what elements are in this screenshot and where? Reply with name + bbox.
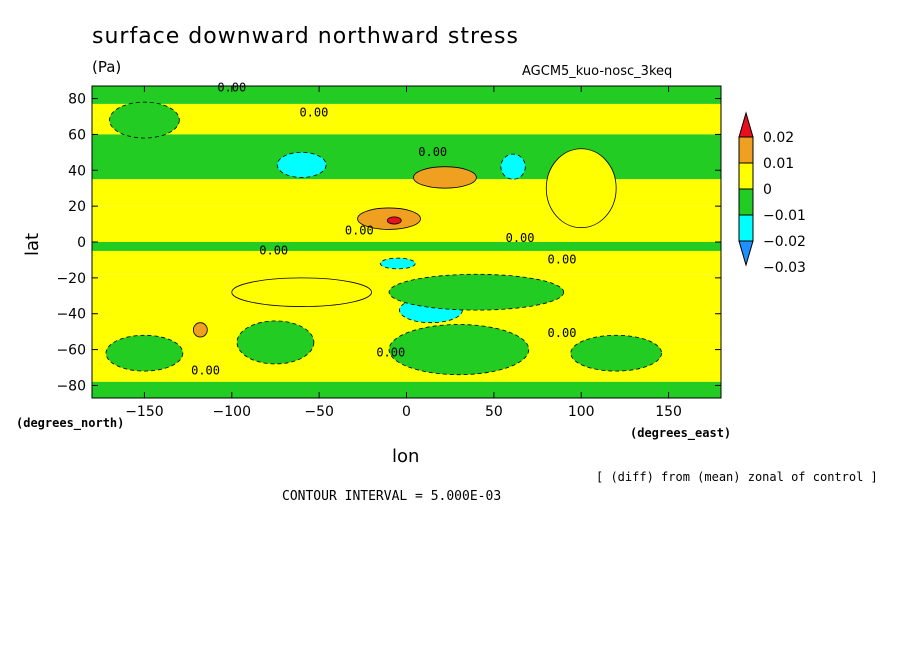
x-tick-label: 0 <box>402 404 411 420</box>
colorbar-segment <box>738 162 754 190</box>
contour-label-9: 0.00 <box>548 326 577 340</box>
contour-region-14 <box>388 273 565 311</box>
y-tick-label: 60 <box>68 127 86 143</box>
chart-title: surface downward northward stress <box>92 24 519 49</box>
contour-label-7: 0.00 <box>191 364 220 378</box>
dataset-label: AGCM5_kuo-nosc_3keq <box>522 64 673 79</box>
x-tick-label: 150 <box>655 404 682 420</box>
y-tick-label: −20 <box>56 271 86 287</box>
colorbar-bottom-arrow <box>738 240 754 267</box>
y-tick-label: 20 <box>68 199 86 215</box>
colorbar-label: −0.02 <box>763 234 806 250</box>
fill-band-9 <box>92 381 721 398</box>
contour-label-4: 0.00 <box>259 243 288 257</box>
x-tick-label: −150 <box>125 404 163 420</box>
contour-region-13 <box>105 334 184 372</box>
contour-region-10 <box>236 320 315 365</box>
contour-region-7 <box>192 322 208 338</box>
contour-region-11 <box>388 324 530 376</box>
colorbar-label: −0.03 <box>763 260 806 276</box>
colorbar-label: 0 <box>763 182 772 198</box>
colorbar-label: −0.01 <box>763 208 806 224</box>
contour-label-5: 0.00 <box>506 231 535 245</box>
x-tick-label: 100 <box>568 404 595 420</box>
x-axis-label: lon <box>392 446 420 467</box>
contour-label-6: 0.00 <box>548 252 577 266</box>
y-units-label: (degrees_east) <box>630 426 732 440</box>
colorbar-segment <box>738 136 754 164</box>
x-units-label: (degrees_north) <box>16 416 125 430</box>
y-tick-label: 80 <box>68 92 86 108</box>
colorbar-label: 0.01 <box>763 156 794 172</box>
y-tick-label: −80 <box>56 378 86 394</box>
contour-region-5 <box>379 257 416 270</box>
contour-label-2: 0.00 <box>418 145 447 159</box>
fill-band-1 <box>92 103 721 135</box>
chart-units: (Pa) <box>92 58 122 76</box>
y-tick-label: 0 <box>77 235 86 251</box>
fill-band-2 <box>92 134 721 180</box>
fill-band-5 <box>92 242 721 251</box>
colorbar-label: 0.02 <box>763 130 794 146</box>
x-tick-label: −100 <box>213 404 251 420</box>
colorbar-segment <box>738 214 754 242</box>
colorbar-segment <box>738 188 754 216</box>
x-tick-label: 50 <box>485 404 503 420</box>
y-tick-label: −60 <box>56 343 86 359</box>
colorbar-top-arrow <box>738 111 754 138</box>
contour-label-8: 0.00 <box>376 346 405 360</box>
contour-region-12 <box>570 334 662 372</box>
contour-region-2 <box>413 166 477 189</box>
contour-region-1 <box>500 153 526 180</box>
contour-label-1: 0.00 <box>299 105 328 119</box>
contour-label-3: 0.00 <box>345 224 374 238</box>
contour-region-8 <box>545 148 617 229</box>
y-tick-label: −40 <box>56 307 86 323</box>
fill-band-3 <box>92 179 721 207</box>
y-tick-label: 40 <box>68 163 86 179</box>
contour-region-15 <box>231 277 372 307</box>
fill-band-0 <box>92 86 721 104</box>
contour-region-4 <box>386 216 402 225</box>
diff-note: [ (diff) from (mean) zonal of control ] <box>596 470 878 484</box>
contour-region-0 <box>276 151 327 178</box>
x-tick-label: −50 <box>304 404 334 420</box>
contour-region-9 <box>109 101 180 139</box>
contour-interval-label: CONTOUR INTERVAL = 5.000E-03 <box>282 489 502 504</box>
